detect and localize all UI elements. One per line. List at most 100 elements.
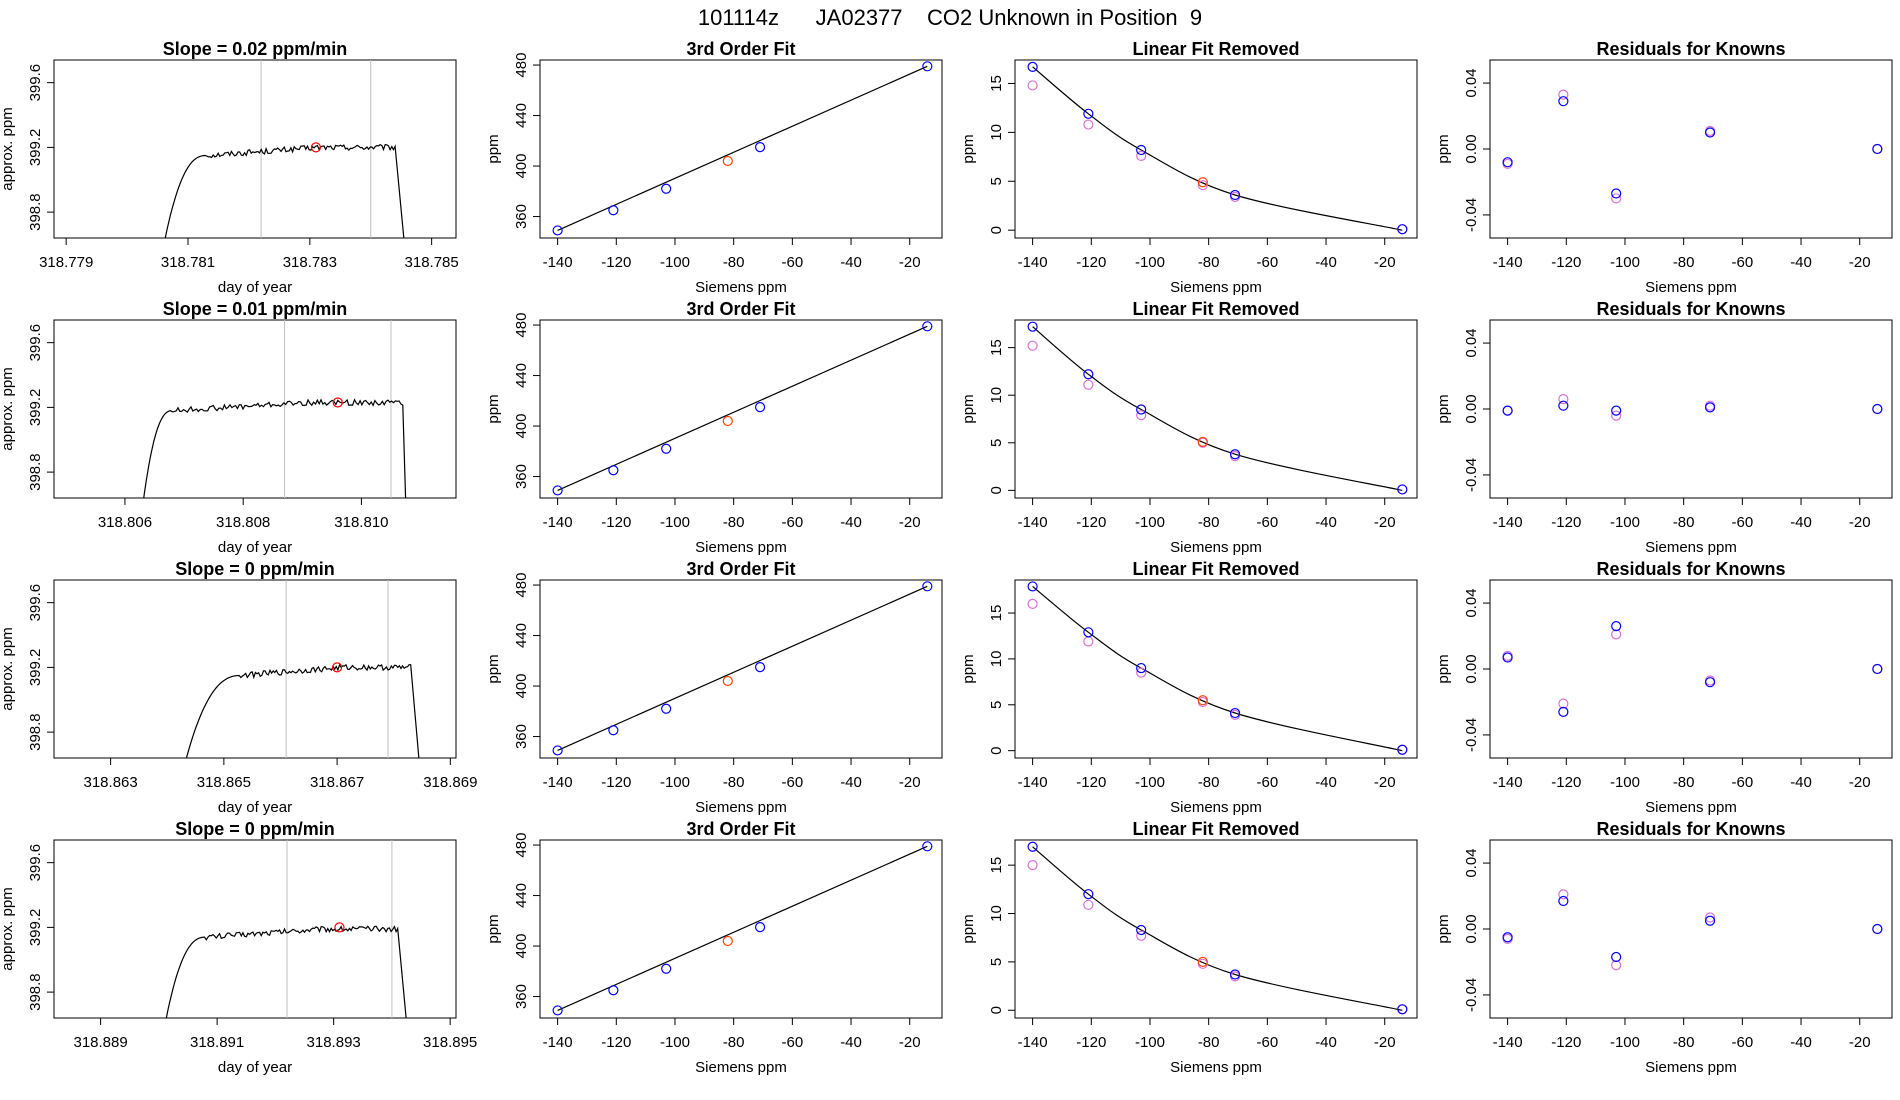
x-tick-label: -40	[840, 254, 862, 271]
y-tick-label: -0.04	[1463, 978, 1480, 1012]
y-tick-label: 0.04	[1463, 328, 1480, 357]
unknown-point	[722, 935, 733, 947]
known-point	[1558, 706, 1569, 717]
first-pass-point	[1611, 193, 1622, 204]
x-tick-label: -80	[1673, 1034, 1695, 1051]
known-point	[922, 581, 933, 592]
plot-data	[143, 320, 407, 498]
x-tick-label: -100	[1610, 254, 1640, 271]
x-tick-label: -100	[1135, 1034, 1165, 1051]
known-point	[1704, 127, 1716, 138]
x-tick-label: -20	[899, 1034, 921, 1051]
plot-frame	[539, 59, 943, 239]
x-tick-label: -100	[1610, 1034, 1640, 1051]
known-point	[922, 321, 933, 332]
x-tick-label: -80	[723, 254, 745, 271]
plot-frame	[539, 839, 943, 1019]
x-tick-label: -40	[1315, 1034, 1337, 1051]
x-tick-label: -60	[782, 774, 804, 791]
x-tick-label: -60	[1732, 514, 1754, 531]
y-axis-label: ppm	[485, 914, 502, 943]
plot-frame	[539, 319, 943, 499]
plot-data	[1502, 889, 1883, 971]
known-point	[1558, 895, 1569, 907]
x-axis-label: Siemens ppm	[1645, 539, 1737, 556]
x-tick-label: -20	[1374, 514, 1396, 531]
x-tick-label: -40	[840, 774, 862, 791]
panel-title: Linear Fit Removed	[1132, 559, 1299, 579]
x-tick-label: -60	[1732, 254, 1754, 271]
known-point	[1872, 663, 1883, 675]
y-tick-label: 399.6	[27, 64, 44, 102]
x-tick-label: -100	[660, 774, 690, 791]
known-point	[754, 922, 766, 933]
y-axis-label: ppm	[960, 134, 977, 163]
first-pass-point	[1083, 899, 1094, 910]
panel-title: Slope = 0 ppm/min	[175, 559, 335, 579]
known-point	[1083, 369, 1094, 380]
x-tick-label: -140	[543, 774, 573, 791]
panel-title: Residuals for Knowns	[1596, 559, 1785, 579]
x-tick-label: -60	[782, 254, 804, 271]
x-tick-label: -120	[1076, 514, 1106, 531]
y-tick-label: 399.2	[27, 649, 44, 687]
known-point	[1611, 621, 1622, 632]
plot-frame	[1014, 319, 1418, 499]
y-tick-label: 0	[988, 746, 1005, 754]
x-axis-label: Siemens ppm	[1645, 1059, 1737, 1076]
known-point	[1083, 627, 1094, 638]
known-point	[661, 443, 672, 454]
first-pass-point	[1027, 340, 1038, 351]
x-tick-label: -80	[723, 774, 745, 791]
x-tick-label: -80	[1673, 774, 1695, 791]
x-tick-label: -100	[660, 514, 690, 531]
panel-r4c1: Slope = 0 ppm/min day of year approx. ppm 3…	[0, 819, 477, 1076]
known-point	[922, 841, 933, 852]
x-tick-label: -20	[1849, 1034, 1871, 1051]
x-tick-label: 318.810	[334, 514, 388, 531]
x-axis-label: day of year	[218, 1059, 292, 1076]
x-tick-label: -100	[1135, 254, 1165, 271]
x-tick-label: -60	[1257, 514, 1279, 531]
first-pass-point	[1083, 636, 1094, 647]
y-tick-label: 5	[988, 177, 1005, 185]
known-point	[1136, 404, 1147, 415]
x-tick-label: -80	[723, 1034, 745, 1051]
known-point	[1397, 1004, 1408, 1015]
x-tick-label: -80	[1198, 254, 1220, 271]
y-axis-label: ppm	[1435, 654, 1452, 683]
plot-data	[1502, 621, 1883, 717]
unknown-point	[331, 662, 343, 673]
x-tick-label: 318.783	[283, 254, 337, 271]
known-point	[1136, 662, 1147, 674]
panel-r4c2: 3rd Order Fit Siemens ppm ppm -140 -120 -100 -…	[485, 819, 943, 1076]
y-tick-label: -0.04	[1463, 198, 1480, 232]
known-point	[1229, 189, 1241, 201]
x-tick-label: 318.779	[39, 254, 93, 271]
y-tick-label: 399.2	[27, 909, 44, 947]
known-point	[1704, 402, 1716, 413]
panel-title: 3rd Order Fit	[686, 39, 795, 59]
x-tick-label: 318.781	[161, 254, 215, 271]
y-tick-label: 10	[988, 905, 1005, 922]
y-tick-label: 398.8	[27, 713, 44, 751]
panel-r1c1: Slope = 0.02 ppm/min day of year approx. p…	[0, 39, 459, 296]
x-axis-label: Siemens ppm	[1170, 799, 1262, 816]
known-point	[1502, 157, 1513, 168]
y-tick-label: 10	[988, 124, 1005, 141]
x-tick-label: -140	[1018, 774, 1048, 791]
plot-frame	[1014, 579, 1418, 759]
y-tick-label: 5	[988, 958, 1005, 966]
panel-title: Residuals for Knowns	[1596, 299, 1785, 319]
plot-data	[1027, 841, 1408, 1015]
known-point	[661, 703, 672, 714]
x-tick-label: -60	[782, 514, 804, 531]
first-pass-point	[1083, 119, 1094, 130]
y-tick-label: 440	[513, 103, 530, 128]
y-tick-label: 0	[988, 486, 1005, 494]
x-tick-label: -60	[1257, 774, 1279, 791]
panel-title: 3rd Order Fit	[686, 559, 795, 579]
panel-r3c2: 3rd Order Fit Siemens ppm ppm -140 -120 -100 -…	[485, 559, 943, 816]
first-pass-point	[1611, 960, 1622, 971]
y-tick-label: 400	[513, 934, 530, 959]
